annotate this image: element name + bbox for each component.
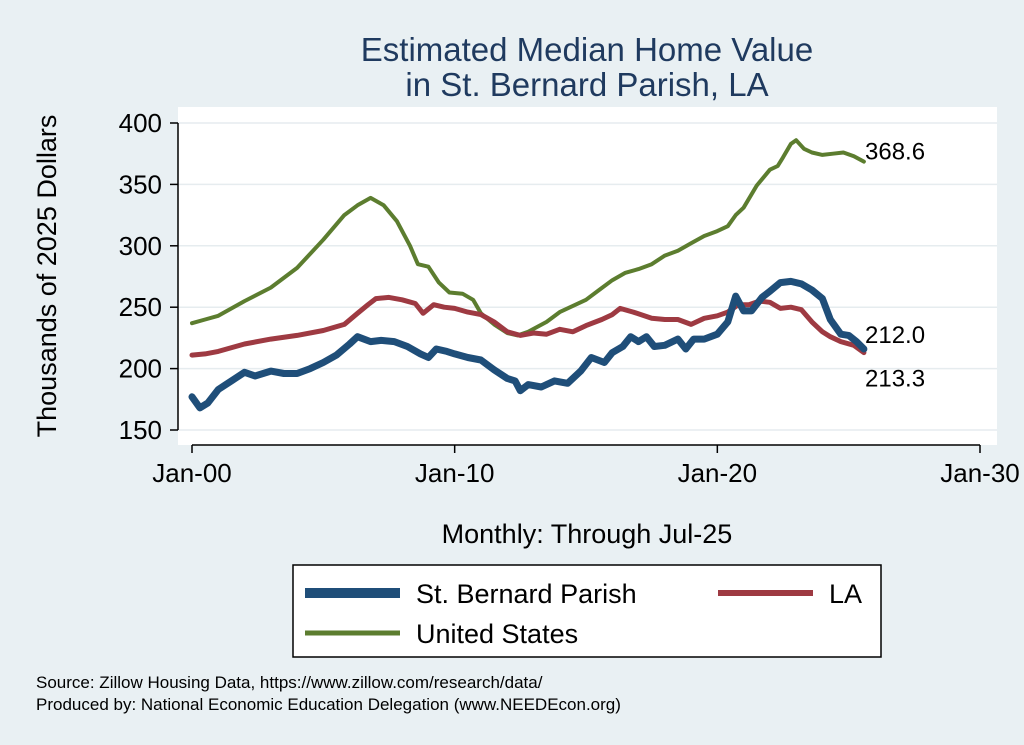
x-axis-label: Monthly: Through Jul-25: [442, 519, 733, 549]
legend-box: [292, 564, 882, 658]
chart-title-line-2: in St. Bernard Parish, LA: [405, 66, 768, 103]
series-line-la: [189, 294, 867, 358]
series-line-united-states: [190, 138, 866, 338]
series-lines: [188, 138, 868, 412]
chart-title: Estimated Median Home Value in St. Berna…: [361, 31, 813, 103]
legend-label-la: LA: [829, 579, 862, 609]
plot-area: [178, 107, 997, 445]
x-tick-label-jan-10: Jan-10: [415, 458, 495, 488]
y-tick-label-150: 150: [119, 415, 162, 445]
legend: St. Bernard Parish LA United States: [292, 564, 882, 658]
y-axis: 150 200 250 300 350 400: [119, 108, 179, 445]
y-tick-label-400: 400: [119, 108, 162, 138]
x-tick-label-jan-30: Jan-30: [940, 458, 1020, 488]
legend-label-st-bernard-parish: St. Bernard Parish: [416, 579, 637, 609]
end-label-la: 213.3: [865, 366, 925, 393]
source-line-1: Source: Zillow Housing Data, https://www…: [36, 673, 543, 692]
y-tick-label-200: 200: [119, 354, 162, 384]
end-labels: 212.0 213.3 368.6: [865, 139, 925, 393]
source-line-2: Produced by: National Economic Education…: [36, 695, 621, 714]
x-axis: Jan-00 Jan-10 Jan-20 Jan-30: [152, 444, 1020, 488]
end-label-st-bernard-parish: 212.0: [865, 322, 925, 349]
source-note: Source: Zillow Housing Data, https://www…: [36, 673, 621, 714]
series-line-st-bernard-parish: [188, 277, 868, 412]
legend-label-united-states: United States: [416, 619, 578, 649]
x-tick-label-jan-00: Jan-00: [152, 458, 232, 488]
y-tick-label-250: 250: [119, 292, 162, 322]
chart-title-line-1: Estimated Median Home Value: [361, 31, 813, 68]
y-tick-label-300: 300: [119, 231, 162, 261]
x-tick-label-jan-20: Jan-20: [678, 458, 758, 488]
end-label-united-states: 368.6: [865, 139, 925, 166]
y-tick-label-350: 350: [119, 169, 162, 199]
y-axis-label: Thousands of 2025 Dollars: [32, 115, 62, 438]
